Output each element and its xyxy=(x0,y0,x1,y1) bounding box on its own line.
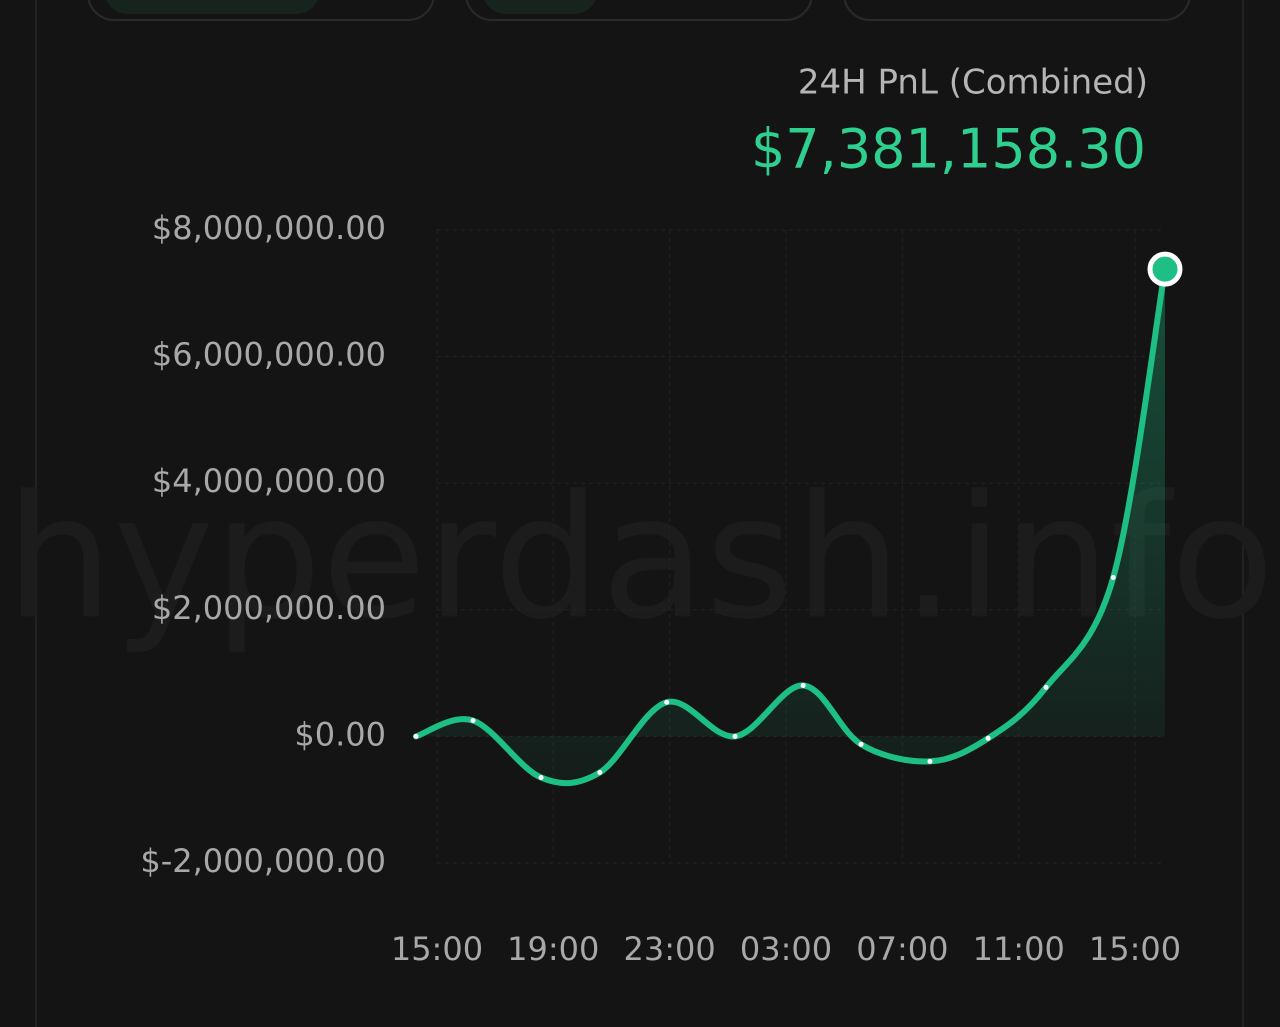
point xyxy=(927,758,933,764)
point xyxy=(664,699,670,705)
point xyxy=(470,718,476,724)
y-tick-label: $-2,000,000.00 xyxy=(140,842,386,880)
point xyxy=(1110,575,1116,581)
line xyxy=(413,266,1168,787)
y-tick-label: $4,000,000.00 xyxy=(152,462,386,500)
tab[interactable] xyxy=(465,0,813,21)
tab[interactable] xyxy=(843,0,1191,21)
area xyxy=(416,269,1165,784)
y-tick-label: $8,000,000.00 xyxy=(152,209,386,247)
point xyxy=(597,769,603,775)
x-tick-label: 15:00 xyxy=(1089,930,1181,968)
point xyxy=(800,682,806,688)
y-tick-label: $0.00 xyxy=(294,715,386,753)
x-tick-label: 23:00 xyxy=(624,930,716,968)
x-tick-label: 07:00 xyxy=(856,930,948,968)
y-tick-label: $2,000,000.00 xyxy=(152,589,386,627)
last-point xyxy=(1147,251,1183,287)
point xyxy=(538,775,544,781)
x-tick-label: 19:00 xyxy=(507,930,599,968)
point xyxy=(985,735,991,741)
point xyxy=(413,733,419,739)
watermark: hyperdash.info xyxy=(5,459,1274,657)
point xyxy=(858,741,864,747)
point xyxy=(732,733,738,739)
x-tick-label: 11:00 xyxy=(973,930,1065,968)
tab-fill xyxy=(484,0,596,14)
x-tick-label: 15:00 xyxy=(391,930,483,968)
pnl-value: $7,381,158.30 xyxy=(751,118,1146,181)
tab-fill xyxy=(106,0,318,14)
y-tick-label: $6,000,000.00 xyxy=(152,336,386,374)
point xyxy=(1043,684,1049,690)
x-tick-label: 03:00 xyxy=(740,930,832,968)
tab[interactable] xyxy=(87,0,435,21)
chart-title: 24H PnL (Combined) xyxy=(798,63,1148,103)
